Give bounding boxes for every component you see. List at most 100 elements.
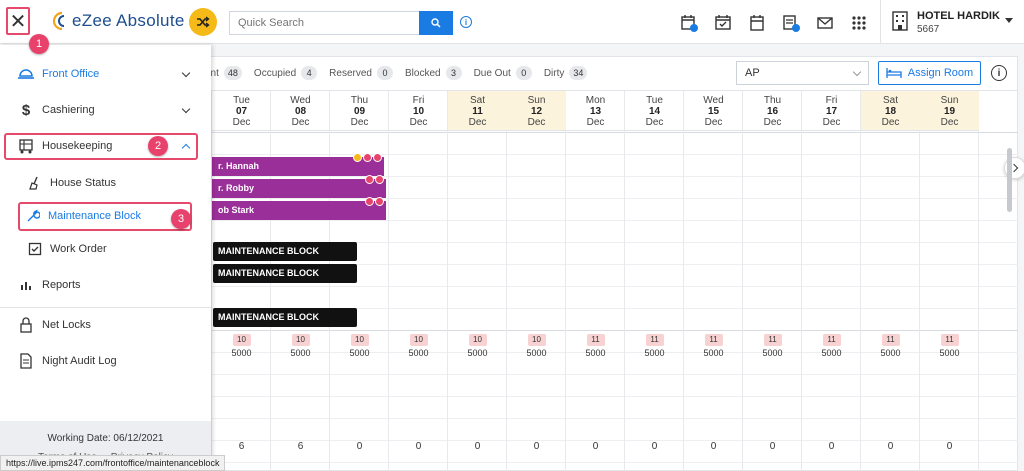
calendar-badge-icon[interactable] bbox=[680, 14, 698, 32]
date-column: Sun 19 Dec bbox=[920, 91, 979, 471]
day-of-week: Fri bbox=[825, 95, 838, 106]
grid-line bbox=[199, 308, 1018, 309]
bottom-count: 0 bbox=[356, 441, 363, 452]
date-header[interactable]: Wed 08 Dec bbox=[271, 91, 330, 131]
info-icon[interactable]: i bbox=[991, 65, 1007, 81]
close-icon: ✕ bbox=[9, 9, 27, 33]
stat-item[interactable]: ant 48 bbox=[205, 66, 242, 80]
search-info-icon[interactable]: i bbox=[460, 16, 472, 28]
sidebar-item-reports[interactable]: Reports bbox=[0, 267, 211, 303]
sidebar-item-work-order[interactable]: Work Order bbox=[0, 234, 211, 264]
app-logo[interactable]: eZee Absolute bbox=[50, 11, 185, 31]
apps-grid-icon[interactable] bbox=[850, 14, 868, 32]
guest-name: ob Stark bbox=[218, 205, 255, 215]
stat-label: Blocked bbox=[404, 67, 441, 79]
chevron-down-icon bbox=[852, 67, 862, 77]
mail-icon[interactable] bbox=[816, 14, 834, 32]
switch-property-button[interactable] bbox=[189, 8, 217, 36]
bed-icon bbox=[886, 68, 902, 78]
reservation-bar[interactable]: r. Robby bbox=[212, 175, 386, 198]
availability-cell: 11 5000 bbox=[743, 333, 802, 358]
maintenance-block-bar[interactable]: MAINTENANCE BLOCK bbox=[213, 242, 357, 261]
calendar-check-icon[interactable] bbox=[714, 14, 732, 32]
stat-item[interactable]: Dirty 34 bbox=[544, 66, 588, 80]
reservation-bar[interactable]: ob Stark bbox=[212, 197, 386, 220]
status-bar-url: https://live.ipms247.com/frontoffice/mai… bbox=[0, 455, 226, 471]
stat-item[interactable]: Reserved 0 bbox=[329, 66, 393, 80]
day-number: 10 bbox=[412, 106, 425, 117]
grid-line bbox=[199, 352, 1018, 353]
date-header[interactable]: Tue 07 Dec bbox=[212, 91, 271, 131]
date-column: Sat 18 Dec bbox=[861, 91, 920, 471]
invoice-badge-icon[interactable] bbox=[782, 14, 800, 32]
date-header[interactable]: Wed 15 Dec bbox=[684, 91, 743, 131]
date-header[interactable]: Mon 13 Dec bbox=[566, 91, 625, 131]
top-toolbar bbox=[680, 14, 868, 32]
stay-view-panel: ant 48 Occupied 4 Reserved 0 Blocked 3 Due Out 0 D… bbox=[198, 56, 1024, 471]
date-header[interactable]: Tue 14 Dec bbox=[625, 91, 684, 131]
sidebar-item-label: Net Locks bbox=[42, 319, 91, 331]
grid-line bbox=[199, 132, 1018, 133]
date-header[interactable]: Thu 09 Dec bbox=[330, 91, 389, 131]
availability-count: 11 bbox=[822, 334, 841, 346]
date-header[interactable]: Fri 10 Dec bbox=[389, 91, 448, 131]
day-number: 16 bbox=[766, 106, 779, 117]
stat-item[interactable]: Due Out 0 bbox=[474, 66, 532, 80]
date-column: Tue 14 Dec bbox=[625, 91, 684, 471]
stat-count-badge: 0 bbox=[376, 66, 393, 80]
availability-count: 11 bbox=[881, 334, 900, 346]
reservation-bar[interactable]: r. Hannah bbox=[212, 153, 384, 176]
date-header[interactable]: Sat 18 Dec bbox=[861, 91, 920, 131]
availability-count: 10 bbox=[291, 334, 310, 346]
date-header[interactable]: Sun 19 Dec bbox=[920, 91, 979, 131]
search-button[interactable] bbox=[419, 11, 453, 35]
stat-item[interactable]: Blocked 3 bbox=[405, 66, 462, 80]
close-menu-button[interactable]: ✕ bbox=[6, 7, 30, 35]
highlight-maintenance-block bbox=[18, 202, 192, 231]
checklist-icon bbox=[28, 242, 42, 256]
sidebar-item-house-status[interactable]: House Status bbox=[0, 168, 211, 198]
stat-label: ant bbox=[205, 67, 219, 79]
star-icon bbox=[375, 197, 384, 206]
vertical-scrollbar[interactable] bbox=[1007, 148, 1012, 212]
day-number: 07 bbox=[235, 106, 248, 117]
hotel-switcher[interactable]: HOTEL HARDIK 5667 bbox=[880, 0, 1024, 44]
rate: 5000 bbox=[349, 348, 370, 358]
calendar-icon[interactable] bbox=[748, 14, 766, 32]
date-header[interactable]: Sat 11 Dec bbox=[448, 91, 507, 131]
assign-room-button[interactable]: Assign Room bbox=[878, 61, 981, 85]
stat-item[interactable]: Occupied 4 bbox=[254, 66, 318, 80]
sidebar-item-net-locks[interactable]: Net Locks bbox=[0, 307, 211, 343]
date-header[interactable]: Sun 12 Dec bbox=[507, 91, 566, 131]
sidebar-item-cashiering[interactable]: $ Cashiering bbox=[0, 92, 211, 128]
date-column: Sun 12 Dec bbox=[507, 91, 566, 471]
working-date: Working Date: 06/12/2021 bbox=[47, 433, 164, 444]
day-of-week: Wed bbox=[290, 95, 311, 106]
sidebar-item-front-office[interactable]: Front Office bbox=[0, 56, 211, 92]
month: Dec bbox=[350, 117, 369, 128]
sidebar-item-maintenance-block[interactable]: Maintenance Block bbox=[0, 201, 211, 231]
sidebar-item-night-audit-log[interactable]: Night Audit Log bbox=[0, 343, 211, 379]
availability-count: 10 bbox=[232, 334, 251, 346]
date-header[interactable]: Thu 16 Dec bbox=[743, 91, 802, 131]
maintenance-block-bar[interactable]: MAINTENANCE BLOCK bbox=[213, 264, 357, 283]
vip-icon bbox=[353, 153, 362, 162]
availability-count: 11 bbox=[645, 334, 664, 346]
room-type-select[interactable]: AP bbox=[736, 61, 869, 85]
date-header[interactable]: Fri 17 Dec bbox=[802, 91, 861, 131]
top-bar: ✕ 1 eZee Absolute i bbox=[0, 0, 1024, 54]
availability-cell: 11 5000 bbox=[684, 333, 743, 358]
wrench-icon bbox=[26, 209, 40, 223]
maintenance-block-bar[interactable]: MAINTENANCE BLOCK bbox=[213, 308, 357, 327]
status-icon bbox=[365, 175, 374, 184]
bottom-count: 0 bbox=[828, 441, 835, 452]
sidebar-item-housekeeping[interactable]: Housekeeping bbox=[0, 128, 211, 164]
availability-cell: 11 5000 bbox=[566, 333, 625, 358]
reservation-icons bbox=[365, 197, 384, 206]
day-number: 18 bbox=[884, 106, 897, 117]
bottom-count: 0 bbox=[769, 441, 776, 452]
bottom-count: 6 bbox=[238, 441, 245, 452]
availability-cell: 11 5000 bbox=[802, 333, 861, 358]
month: Dec bbox=[763, 117, 782, 128]
quick-search-input[interactable] bbox=[229, 11, 419, 35]
